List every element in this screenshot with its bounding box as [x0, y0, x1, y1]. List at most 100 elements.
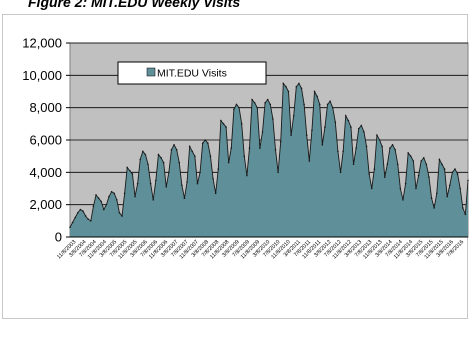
data-point [97, 197, 100, 199]
data-point [246, 174, 248, 177]
data-point [459, 187, 462, 190]
data-point [217, 168, 220, 170]
data-point [389, 147, 391, 149]
data-point [129, 169, 131, 172]
data-point [84, 215, 87, 217]
data-point [285, 85, 287, 88]
data-point [305, 134, 308, 136]
data-point [123, 192, 126, 195]
data-point [347, 119, 350, 122]
data-point [446, 195, 448, 198]
data-point [207, 142, 209, 145]
data-point [251, 98, 253, 101]
data-point [118, 211, 121, 214]
data-point [71, 221, 74, 224]
data-point [467, 179, 469, 182]
data-point [178, 161, 181, 164]
data-point [438, 158, 441, 161]
data-point [370, 187, 373, 190]
data-point [269, 103, 272, 106]
data-point [334, 121, 337, 124]
data-point [298, 82, 300, 85]
data-point [233, 108, 235, 111]
data-point [105, 203, 108, 206]
data-point [428, 176, 430, 178]
data-point [225, 126, 227, 128]
data-point [318, 103, 321, 106]
data-point [454, 168, 456, 170]
data-point [238, 106, 240, 109]
data-point [448, 184, 451, 187]
data-point [235, 103, 238, 106]
data-point [417, 174, 420, 177]
data-point [256, 106, 259, 109]
data-point [277, 171, 279, 174]
data-point [209, 155, 212, 157]
y-tick-label: 10,000 [22, 68, 62, 83]
data-point [274, 148, 277, 151]
data-point [329, 100, 331, 102]
data-point [433, 207, 435, 209]
data-point [194, 155, 196, 157]
data-point [191, 150, 194, 153]
data-point [220, 119, 222, 122]
data-point [360, 124, 363, 127]
data-point [456, 173, 459, 175]
data-point [352, 163, 355, 166]
data-point [386, 163, 389, 166]
series-line [69, 82, 469, 228]
data-point [378, 139, 381, 141]
data-point [394, 148, 396, 151]
data-point [199, 171, 201, 174]
data-point [69, 226, 71, 229]
data-point [264, 102, 266, 104]
data-point [144, 153, 147, 156]
y-tick-label: 8,000 [29, 100, 62, 115]
data-point [95, 194, 97, 196]
y-tick-label: 6,000 [29, 133, 62, 148]
data-point [303, 103, 305, 106]
data-point [196, 182, 199, 185]
data-point [108, 195, 110, 198]
data-point [422, 156, 425, 159]
data-point [376, 134, 378, 136]
data-point [399, 187, 402, 190]
data-point [313, 90, 316, 93]
legend-box [117, 61, 267, 85]
data-point [157, 153, 160, 156]
data-point [147, 163, 149, 166]
data-point [155, 179, 157, 182]
data-point [181, 184, 183, 187]
data-point [363, 131, 365, 133]
data-point [357, 127, 360, 130]
series-area [70, 83, 468, 237]
data-point [396, 163, 399, 166]
data-point [74, 216, 76, 219]
data-point [170, 148, 173, 151]
x-axis: 11/8/20033/8/20047/8/200411/8/20043/8/20… [56, 236, 468, 260]
data-point [126, 166, 129, 169]
data-point [324, 126, 326, 128]
data-point [253, 102, 256, 104]
data-point [160, 156, 162, 159]
series-area-group [69, 82, 469, 237]
data-point [311, 129, 313, 132]
y-axis: 0 2,000 4,000 6,000 8,000 10,000 12,000 [22, 36, 70, 245]
data-point [350, 126, 352, 128]
y-tick-label: 12,000 [22, 36, 62, 51]
data-point [204, 139, 207, 141]
data-point [165, 186, 168, 188]
data-point [383, 176, 386, 178]
data-point [152, 199, 155, 201]
data-point [404, 182, 407, 185]
data-point [100, 200, 103, 203]
data-point [134, 195, 136, 198]
data-point [248, 147, 251, 149]
data-point [365, 145, 368, 148]
data-point [201, 142, 204, 145]
data-point [92, 205, 95, 208]
data-point [368, 173, 370, 175]
data-point [287, 90, 290, 93]
y-tick-label: 0 [55, 230, 62, 245]
